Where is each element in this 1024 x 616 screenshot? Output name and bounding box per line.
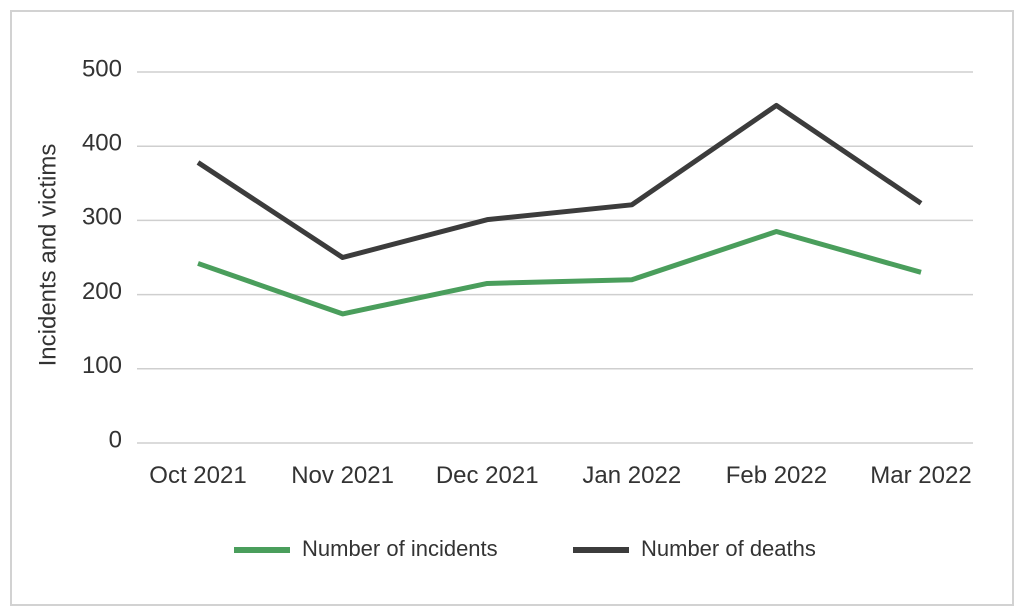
x-tick-label: Dec 2021 <box>436 462 539 489</box>
y-tick-label: 400 <box>82 130 122 157</box>
chart-frame <box>10 10 1014 606</box>
series-lines <box>196 102 923 317</box>
y-tick-label: 100 <box>82 352 122 379</box>
y-axis-ticks: 0 100 200 300 400 500 <box>82 55 122 453</box>
x-tick-label: Feb 2022 <box>726 462 827 489</box>
series-line-deaths <box>196 102 923 260</box>
x-tick-label: Jan 2022 <box>582 462 681 489</box>
legend-entry: Number of incidents <box>302 536 498 561</box>
x-axis-ticks: Oct 2021 Nov 2021 Dec 2021 Jan 2022 Feb 2022… <box>149 462 971 489</box>
legend-entry: Number of deaths <box>641 536 816 561</box>
y-tick-label: 500 <box>82 55 122 82</box>
gridlines <box>137 71 973 444</box>
y-tick-label: 0 <box>109 426 122 453</box>
y-axis-label: Incidents and victims <box>34 144 61 367</box>
legend: Number of incidents Number of deaths <box>234 536 816 561</box>
y-tick-label: 200 <box>82 278 122 305</box>
y-tick-label: 300 <box>82 204 122 231</box>
x-tick-label: Nov 2021 <box>291 462 394 489</box>
x-tick-label: Mar 2022 <box>870 462 971 489</box>
series-line-incidents <box>197 229 922 317</box>
x-tick-label: Oct 2021 <box>149 462 246 489</box>
